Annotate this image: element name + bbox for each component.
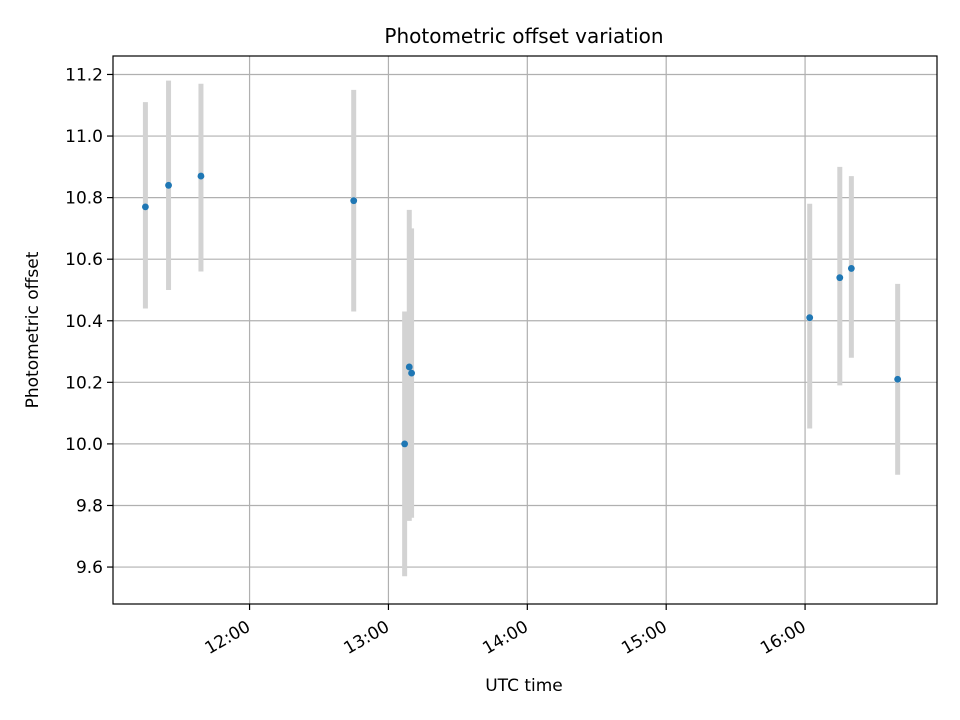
data-points: [142, 172, 902, 448]
error-bars: [142, 80, 901, 577]
plot-frame: [112, 55, 938, 605]
data-point: [806, 314, 814, 322]
data-point: [142, 203, 149, 211]
y-tick-label: 11.2: [65, 65, 103, 85]
x-tick-label: 16:00: [757, 617, 809, 659]
y-tick-label: 10.6: [65, 250, 103, 270]
y-tick-label: 9.8: [76, 496, 103, 516]
data-point: [197, 172, 205, 180]
data-point: [847, 265, 855, 272]
chart-title: Photometric offset variation: [384, 24, 663, 48]
x-axis-ticks: 12:00 13:00 14:00 15:00 16:00: [202, 604, 810, 659]
y-tick-label: 10.2: [65, 373, 103, 393]
y-axis-label: Photometric offset: [23, 251, 43, 408]
y-tick-label: 10.0: [65, 435, 103, 455]
y-axis-ticks: 9.6 9.8 10.0 10.2 10.4 10.6 10.8 11.0 11.2: [65, 65, 113, 578]
data-point: [165, 181, 172, 189]
y-tick-label: 9.6: [76, 558, 103, 578]
data-point: [350, 197, 358, 205]
y-tick-label: 10.8: [65, 189, 103, 209]
x-tick-label: 12:00: [202, 617, 254, 659]
x-tick-label: 13:00: [341, 617, 393, 659]
y-tick-label: 11.0: [65, 127, 103, 147]
x-tick-label: 15:00: [618, 617, 670, 659]
data-point: [408, 369, 415, 377]
data-point: [401, 440, 409, 448]
data-point: [405, 363, 413, 371]
data-point: [894, 375, 902, 383]
data-point: [836, 274, 844, 282]
grid: [113, 56, 937, 604]
x-axis-label: UTC time: [485, 676, 563, 696]
y-tick-label: 10.4: [65, 312, 103, 332]
x-tick-label: 14:00: [479, 617, 531, 659]
